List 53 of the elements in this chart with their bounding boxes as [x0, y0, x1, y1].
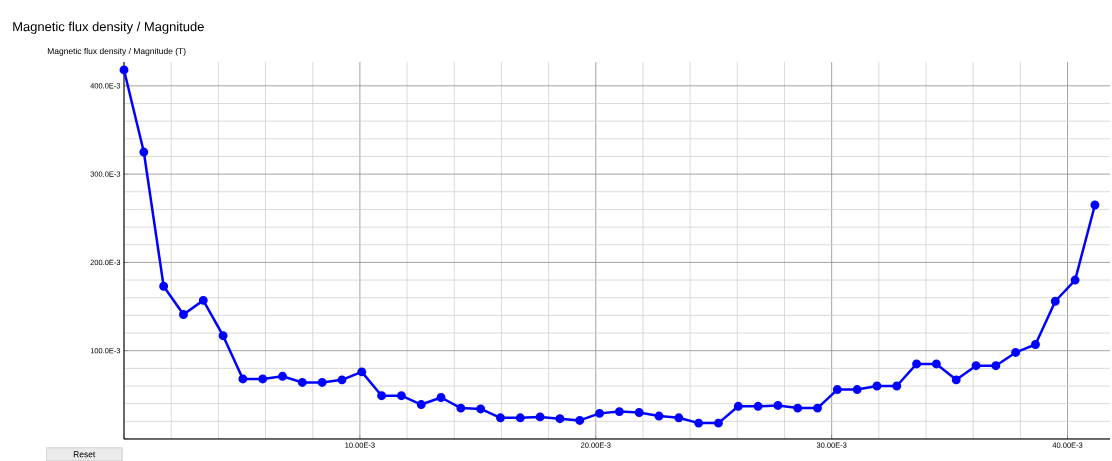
point — [892, 381, 902, 391]
point — [595, 408, 605, 418]
point — [614, 407, 624, 417]
point — [714, 418, 723, 428]
point — [773, 400, 783, 410]
point — [832, 385, 842, 394]
point — [674, 413, 684, 423]
point — [515, 413, 525, 423]
point — [218, 331, 228, 341]
point — [991, 361, 1001, 371]
point — [971, 361, 981, 371]
point — [634, 408, 644, 417]
point — [1090, 200, 1100, 210]
point — [813, 403, 822, 413]
point — [436, 393, 446, 402]
point — [793, 403, 803, 413]
point — [396, 391, 406, 401]
point — [476, 404, 486, 414]
point — [337, 375, 347, 385]
point — [1031, 340, 1040, 349]
point — [951, 375, 961, 385]
point — [694, 418, 704, 428]
point — [1050, 296, 1060, 306]
point — [753, 401, 763, 411]
point — [733, 401, 743, 411]
point — [179, 310, 188, 319]
point — [555, 414, 565, 424]
point — [357, 367, 367, 377]
point — [931, 359, 941, 369]
point — [872, 381, 882, 391]
point — [852, 385, 862, 394]
point — [297, 378, 307, 387]
point — [238, 374, 248, 384]
point — [278, 371, 287, 381]
point — [198, 295, 208, 305]
point — [1011, 348, 1021, 357]
y-axis-title: Magnetic flux density / Magnitude (T) — [47, 47, 186, 56]
point — [119, 65, 129, 75]
point — [496, 413, 505, 423]
point — [377, 391, 387, 401]
point — [317, 378, 327, 387]
point — [258, 374, 268, 384]
point — [912, 359, 922, 369]
point — [456, 403, 466, 413]
point — [1070, 275, 1080, 285]
text: Reset — [73, 451, 96, 458]
point — [159, 281, 169, 291]
point — [416, 400, 426, 409]
point — [575, 415, 585, 425]
point — [654, 411, 664, 421]
point — [535, 412, 545, 422]
point — [139, 147, 149, 157]
chart-title: Magnetic flux density / Magnitude — [13, 21, 204, 34]
